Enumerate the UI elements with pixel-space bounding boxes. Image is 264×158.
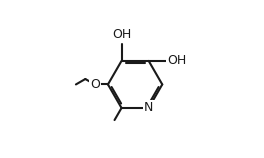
Text: OH: OH [112,28,131,41]
Text: O: O [90,78,100,91]
Text: N: N [144,101,153,114]
Text: OH: OH [167,54,187,67]
